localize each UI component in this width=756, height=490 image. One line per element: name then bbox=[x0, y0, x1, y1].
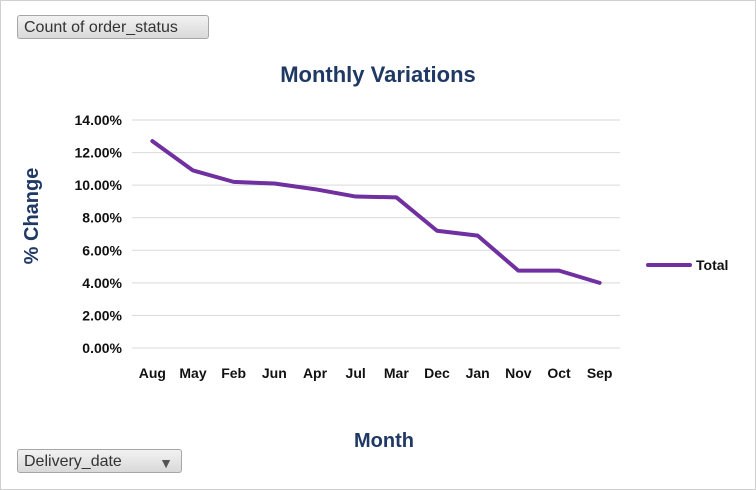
y-tick-label: 8.00% bbox=[82, 210, 122, 226]
y-axis-title: % Change bbox=[21, 168, 43, 265]
series-group bbox=[150, 139, 602, 285]
x-axis-title: Month bbox=[354, 430, 414, 452]
y-tick-label: 0.00% bbox=[82, 340, 122, 356]
x-tick-label: Aug bbox=[139, 365, 166, 381]
x-tick-label: May bbox=[179, 365, 206, 381]
filter-dropdown-icon[interactable]: ▼ bbox=[159, 455, 173, 471]
y-tick-label: 14.00% bbox=[75, 112, 123, 128]
y-tick-label: 10.00% bbox=[75, 177, 123, 193]
x-tick-label: Oct bbox=[547, 365, 571, 381]
legend: Total bbox=[646, 257, 728, 273]
value-field-label: Count of order_status bbox=[24, 19, 178, 36]
y-axis-ticks: 0.00% 2.00% 4.00% 6.00% 8.00% 10.00% 12.00% 14.… bbox=[75, 112, 123, 356]
legend-label: Total bbox=[696, 257, 728, 273]
chart-title: Monthly Variations bbox=[280, 62, 476, 87]
axis-field-label: Delivery_date bbox=[24, 453, 122, 470]
series-line bbox=[150, 139, 602, 285]
y-tick-label: 4.00% bbox=[82, 275, 122, 291]
axis-field-button[interactable]: Delivery_date ▼ bbox=[17, 449, 182, 473]
x-tick-label: Nov bbox=[505, 365, 532, 381]
x-tick-label: Mar bbox=[384, 365, 409, 381]
value-field-button[interactable]: Count of order_status bbox=[17, 15, 209, 39]
y-tick-label: 2.00% bbox=[82, 307, 122, 323]
x-axis-ticks: Aug May Feb Jun Apr Jul Mar Dec Jan Nov Oct Sep bbox=[139, 365, 613, 381]
x-tick-label: Jun bbox=[262, 365, 287, 381]
x-tick-label: Jan bbox=[466, 365, 490, 381]
x-tick-label: Apr bbox=[303, 365, 328, 381]
gridlines bbox=[132, 119, 620, 349]
y-tick-label: 6.00% bbox=[82, 242, 122, 258]
x-tick-label: Dec bbox=[424, 365, 450, 381]
x-tick-label: Jul bbox=[346, 365, 366, 381]
x-tick-label: Sep bbox=[587, 365, 613, 381]
y-tick-label: 12.00% bbox=[75, 145, 123, 161]
x-tick-label: Feb bbox=[221, 365, 246, 381]
